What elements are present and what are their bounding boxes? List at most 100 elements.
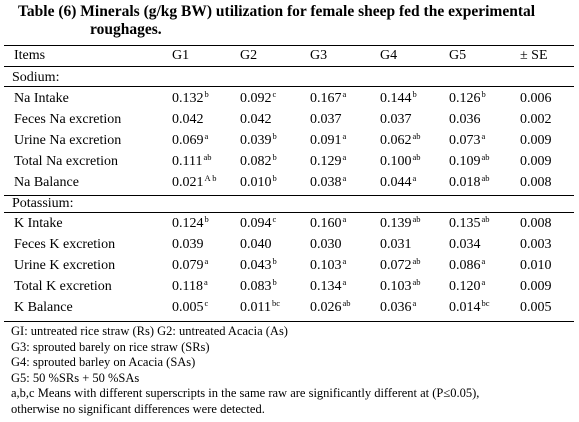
cell-superscript: c	[204, 298, 209, 308]
cell-superscript: b	[272, 152, 277, 162]
section-rule	[4, 195, 574, 196]
cell-superscript: b	[412, 89, 417, 99]
table-cell: 0.111ab	[172, 153, 212, 170]
cell-value: 0.026	[310, 300, 342, 315]
table-cell: 0.073a	[449, 132, 485, 149]
cell-superscript: c	[272, 89, 277, 99]
cell-superscript: a	[342, 89, 347, 99]
cell-value: 0.167	[310, 91, 342, 106]
table-cell: 0.167a	[310, 90, 346, 107]
footnote: otherwise no significant differences wer…	[11, 401, 265, 416]
cell-value: 0.021	[172, 175, 204, 190]
table-cell: 0.039	[172, 236, 204, 253]
cell-value: 0.031	[380, 237, 412, 252]
cell-value: 0.062	[380, 133, 412, 148]
cell-superscript: a	[342, 277, 347, 287]
table-cell: 0.010	[520, 257, 552, 274]
cell-value: 0.006	[520, 91, 552, 106]
cell-superscript: b	[272, 131, 277, 141]
cell-superscript: a	[342, 131, 347, 141]
table-row: Feces Na excretion 0.042 0.042 0.037 0.037 0.…	[0, 111, 579, 132]
cell-superscript: a	[203, 277, 208, 287]
cell-superscript: a	[342, 256, 347, 266]
cell-value: 0.037	[380, 112, 412, 127]
title-line-1: Table (6) Minerals (g/kg BW) utilization…	[18, 3, 536, 20]
cell-superscript: a	[481, 256, 486, 266]
table-cell: 0.079a	[172, 257, 208, 274]
cell-value: 0.003	[520, 237, 552, 252]
table-cell: 0.002	[520, 111, 552, 128]
cell-superscript: ab	[203, 152, 212, 162]
cell-superscript: b	[204, 89, 209, 99]
cell-value: 0.082	[240, 154, 272, 169]
section-heading-sodium: Sodium:	[12, 70, 60, 85]
cell-value: 0.100	[380, 154, 412, 169]
table-cell: 0.103a	[310, 257, 346, 274]
table-cell: 0.044a	[380, 174, 416, 191]
table-row: Urine Na excretion 0.069a 0.039b 0.091a 0.06…	[0, 132, 579, 153]
cell-superscript: a	[342, 173, 347, 183]
cell-value: 0.030	[310, 237, 342, 252]
cell-superscript: ab	[412, 277, 421, 287]
bottom-rule	[4, 321, 574, 322]
table-row: Na Intake 0.132b 0.092c 0.167a 0.144b 0.126b 0…	[0, 90, 579, 111]
col-header-g3: G3	[310, 48, 328, 63]
cell-superscript: a	[204, 256, 209, 266]
cell-superscript: a	[342, 214, 347, 224]
cell-superscript: ab	[342, 298, 351, 308]
cell-superscript: a	[342, 152, 347, 162]
col-header-g1: G1	[172, 48, 190, 63]
table-cell: 0.120a	[449, 278, 485, 295]
table-cell: 0.018ab	[449, 174, 490, 191]
row-label: Urine K excretion	[14, 258, 116, 273]
footnote: G3: sprouted barely on rice straw (SRs)	[11, 339, 210, 354]
cell-value: 0.103	[310, 258, 342, 273]
cell-value: 0.037	[310, 112, 342, 127]
table-row: Total Na excretion 0.111ab 0.082b 0.129a 0.1…	[0, 153, 579, 174]
section-rule	[4, 212, 574, 213]
cell-superscript: b	[272, 173, 277, 183]
footnote: GI: untreated rice straw (Rs) G2: untrea…	[11, 324, 288, 338]
cell-value: 0.118	[172, 279, 203, 294]
cell-superscript: c	[272, 214, 277, 224]
row-label: Feces K excretion	[14, 237, 116, 252]
table-cell: 0.010b	[240, 174, 277, 191]
col-header-g2: G2	[240, 48, 258, 63]
table-cell: 0.036	[449, 111, 481, 128]
table-row: Urine K excretion 0.079a 0.043b 0.103a 0.072…	[0, 257, 579, 278]
table-cell: 0.043b	[240, 257, 277, 274]
cell-value: 0.139	[380, 216, 412, 231]
cell-value: 0.069	[172, 133, 204, 148]
col-header-g5: G5	[449, 48, 467, 63]
cell-value: 0.043	[240, 258, 272, 273]
table-cell: 0.014bc	[449, 299, 490, 316]
table-cell: 0.092c	[240, 90, 276, 107]
cell-value: 0.009	[520, 279, 552, 294]
table-cell: 0.103ab	[380, 278, 421, 295]
cell-value: 0.034	[449, 237, 481, 252]
cell-superscript: ab	[481, 173, 490, 183]
cell-value: 0.038	[310, 175, 342, 190]
table-cell: 0.021A b	[172, 174, 217, 191]
table-cell: 0.011bc	[240, 299, 280, 316]
table-cell: 0.069a	[172, 132, 208, 149]
cell-value: 0.160	[310, 216, 342, 231]
table-cell: 0.082b	[240, 153, 277, 170]
table-row: Total K excretion 0.118a 0.083b 0.134a 0.103…	[0, 278, 579, 299]
cell-value: 0.036	[449, 112, 481, 127]
row-label: Feces Na excretion	[14, 112, 122, 127]
cell-superscript: ab	[412, 131, 421, 141]
cell-superscript: a	[481, 277, 486, 287]
cell-value: 0.042	[172, 112, 204, 127]
table-cell: 0.040	[240, 236, 272, 253]
cell-superscript: ab	[481, 214, 490, 224]
row-label: K Balance	[14, 300, 73, 315]
cell-value: 0.124	[172, 216, 204, 231]
cell-value: 0.014	[449, 300, 481, 315]
cell-value: 0.135	[449, 216, 481, 231]
cell-superscript: a	[204, 131, 209, 141]
row-label: K Intake	[14, 216, 63, 231]
row-label: Total Na excretion	[14, 154, 118, 169]
cell-value: 0.094	[240, 216, 272, 231]
table-row: K Balance 0.005c 0.011bc 0.026ab 0.036a 0.014…	[0, 299, 579, 320]
